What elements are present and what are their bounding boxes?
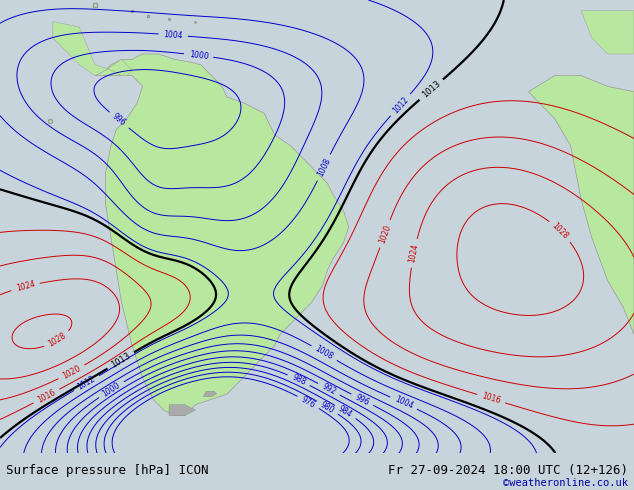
Text: 980: 980 [319,400,336,415]
Text: 992: 992 [320,382,337,396]
Text: 996: 996 [111,112,127,128]
Text: 1000: 1000 [101,381,122,398]
Text: 1024: 1024 [15,280,36,294]
Text: 988: 988 [290,373,307,387]
Polygon shape [53,22,132,75]
Text: 976: 976 [300,395,317,410]
Text: 1000: 1000 [188,50,209,61]
Text: 1004: 1004 [163,30,183,40]
Text: 1028: 1028 [47,331,68,349]
Text: Fr 27-09-2024 18:00 UTC (12+126): Fr 27-09-2024 18:00 UTC (12+126) [387,465,628,477]
Polygon shape [528,75,634,335]
Text: 1008: 1008 [316,157,332,178]
Text: 1012: 1012 [76,374,97,392]
Text: 1020: 1020 [61,364,82,381]
Polygon shape [581,11,634,54]
Polygon shape [95,54,349,416]
Text: 1028: 1028 [550,221,570,241]
Text: 1012: 1012 [391,95,410,115]
Text: 1016: 1016 [36,388,57,405]
Text: 1020: 1020 [377,223,392,245]
Text: 1024: 1024 [408,243,420,264]
Text: 984: 984 [337,404,354,419]
Text: 996: 996 [354,392,371,407]
Text: 1008: 1008 [314,344,335,362]
Text: 1013: 1013 [110,351,132,370]
Text: ©weatheronline.co.uk: ©weatheronline.co.uk [503,478,628,488]
Polygon shape [169,405,195,416]
Text: 1016: 1016 [481,392,501,406]
Text: 1013: 1013 [420,79,442,100]
Polygon shape [204,391,217,396]
Text: Surface pressure [hPa] ICON: Surface pressure [hPa] ICON [6,465,209,477]
Text: 1004: 1004 [393,395,414,411]
